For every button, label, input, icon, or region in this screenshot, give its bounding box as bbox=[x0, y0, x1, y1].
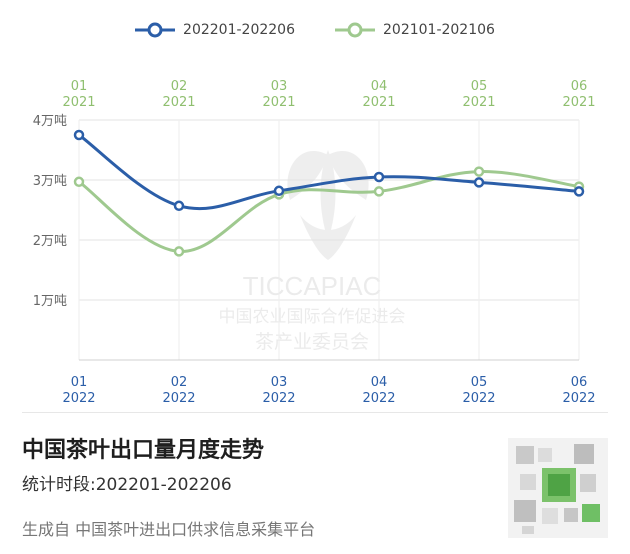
x-bottom-month-1: 01 bbox=[71, 375, 88, 390]
y-tick-label-2: 2万吨 bbox=[33, 234, 67, 249]
x-bottom-year-6: 2022 bbox=[562, 391, 595, 406]
qr-code-icon[interactable] bbox=[508, 438, 608, 538]
x-bottom-year-3: 2022 bbox=[262, 391, 295, 406]
x-top-month-1: 01 bbox=[71, 79, 88, 94]
x-top-year-3: 2021 bbox=[262, 95, 295, 110]
chart-title: 中国茶叶出口量月度走势 bbox=[22, 438, 265, 463]
point-2021-05 bbox=[473, 166, 485, 177]
y-tick-label-4: 4万吨 bbox=[33, 114, 67, 129]
point-2022-05 bbox=[473, 177, 485, 188]
y-axis: 1万吨 2万吨 3万吨 4万吨 bbox=[33, 114, 67, 309]
line-chart: TICCAPIAC 中国农业国际合作促进会 茶产业委员会 1万吨 2万吨 3万吨 4万… bbox=[33, 79, 596, 406]
tea-leaf-logo-icon bbox=[287, 150, 369, 260]
x-top-month-2: 02 bbox=[171, 79, 188, 94]
x-bottom-year-2: 2022 bbox=[162, 391, 195, 406]
x-top-month-5: 05 bbox=[471, 79, 488, 94]
point-2022-04 bbox=[373, 171, 385, 183]
point-2022-06 bbox=[573, 186, 585, 197]
period-text: 统计时段:202201-202206 bbox=[22, 475, 232, 495]
point-2021-04 bbox=[373, 186, 385, 197]
x-bottom-month-2: 02 bbox=[171, 375, 188, 390]
point-2022-01 bbox=[73, 129, 85, 141]
legend-label-2021: 202101-202106 bbox=[383, 22, 495, 38]
legend-item-2022[interactable]: 202201-202206 bbox=[135, 22, 295, 38]
x-bottom-month-4: 04 bbox=[371, 375, 388, 390]
x-bottom-month-6: 06 bbox=[571, 375, 588, 390]
x-top-year-5: 2021 bbox=[462, 95, 495, 110]
legend-item-2021[interactable]: 202101-202106 bbox=[335, 22, 495, 38]
watermark-brand: TICCAPIAC bbox=[243, 271, 382, 301]
y-tick-label-3: 3万吨 bbox=[33, 174, 67, 189]
legend-label-2022: 202201-202206 bbox=[183, 22, 295, 38]
x-bottom-month-5: 05 bbox=[471, 375, 488, 390]
x-top-year-1: 2021 bbox=[62, 95, 95, 110]
point-2022-02 bbox=[173, 200, 185, 212]
point-2021-01 bbox=[73, 176, 85, 188]
x-bottom-year-5: 2022 bbox=[462, 391, 495, 406]
series-line-2021 bbox=[77, 170, 581, 253]
watermark: TICCAPIAC 中国农业国际合作促进会 茶产业委员会 bbox=[219, 150, 406, 353]
x-top-year-2: 2021 bbox=[162, 95, 195, 110]
point-2021-02 bbox=[173, 246, 185, 257]
watermark-line1: 中国农业国际合作促进会 bbox=[219, 307, 406, 327]
source-text: 生成自 中国茶叶进出口供求信息采集平台 bbox=[22, 520, 316, 539]
grid bbox=[78, 119, 580, 361]
x-top-month-3: 03 bbox=[271, 79, 288, 94]
x-bottom-year-4: 2022 bbox=[362, 391, 395, 406]
divider bbox=[22, 412, 608, 413]
watermark-line2: 茶产业委员会 bbox=[255, 331, 369, 353]
series-group bbox=[73, 129, 585, 257]
legend: 202201-202206 202101-202106 bbox=[0, 22, 630, 38]
point-2022-03 bbox=[273, 185, 285, 197]
x-top-year-6: 2021 bbox=[562, 95, 595, 110]
legend-marker-2022 bbox=[135, 22, 176, 38]
legend-marker-2021 bbox=[335, 22, 375, 38]
x-top-month-6: 06 bbox=[571, 79, 588, 94]
series-line-2022 bbox=[77, 133, 581, 211]
y-tick-label-1: 1万吨 bbox=[33, 294, 67, 309]
x-bottom-year-1: 2022 bbox=[62, 391, 95, 406]
x-bottom-month-3: 03 bbox=[271, 375, 288, 390]
x-top-month-4: 04 bbox=[371, 79, 388, 94]
x-top-year-4: 2021 bbox=[362, 95, 395, 110]
